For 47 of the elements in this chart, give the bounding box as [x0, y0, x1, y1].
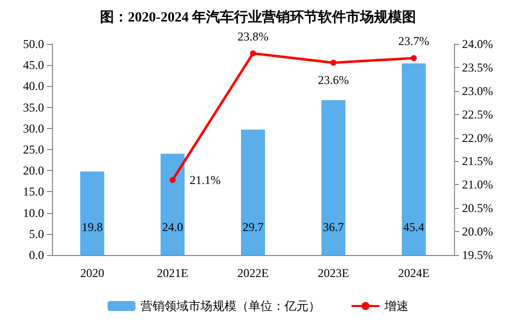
y2-tick-label: 23.0%: [462, 84, 493, 98]
legend-label: 营销领域市场规模（单位：亿元）: [140, 299, 320, 313]
bar: [321, 100, 346, 255]
data-label: 23.7%: [398, 34, 430, 48]
data-label: 24.0: [162, 220, 184, 234]
point: [330, 60, 336, 66]
bar: [402, 63, 426, 255]
point: [410, 55, 417, 62]
y-tick-label: 40.0: [23, 79, 44, 94]
y2-tick-label: 22.5%: [462, 107, 493, 122]
y-tick-label: 30.0: [23, 121, 44, 136]
legend-label: 增速: [384, 299, 408, 313]
point: [170, 176, 176, 183]
y-tick-label: 5.0: [29, 226, 44, 241]
x-tick-label: 2024E: [398, 266, 430, 280]
y-tick-label: 15.0: [23, 184, 44, 199]
y2-tick-label: 21.5%: [462, 154, 493, 168]
point: [250, 50, 256, 56]
bar: [241, 130, 265, 255]
x-tick-label: 2021E: [156, 266, 188, 280]
y2-tick-label: 20.5%: [462, 201, 493, 216]
data-label: 23.8%: [238, 29, 268, 44]
data-label: 21.1%: [190, 172, 221, 187]
y-tick-label: 0.0: [29, 248, 44, 262]
y-tick-label: 35.0: [23, 100, 44, 114]
chart-title: 图：2020-2024 年汽车行业营销环节软件市场规模图: [100, 8, 416, 26]
y2-tick-label: 20.0%: [462, 224, 493, 239]
bar: [80, 171, 104, 255]
y2-tick-label: 22.0%: [462, 130, 493, 145]
y-tick-label: 25.0: [23, 142, 44, 156]
y-tick-label: 20.0: [23, 164, 44, 178]
y2-tick-label: 21.0%: [462, 178, 493, 192]
y-tick-label: 45.0: [23, 58, 44, 72]
data-label: 36.7: [322, 220, 344, 234]
y2-tick-label: 23.5%: [462, 60, 493, 74]
x-tick-label: 2023E: [318, 266, 350, 280]
data-label: 29.7: [242, 220, 264, 234]
data-label: 23.6%: [318, 72, 349, 87]
data-label: 19.8: [82, 220, 103, 234]
y-tick-label: 50.0: [23, 37, 44, 51]
x-tick-label: 2022E: [237, 266, 269, 280]
bar: [160, 154, 185, 255]
y2-tick-label: 19.5%: [462, 248, 493, 262]
y2-tick-label: 24.0%: [462, 37, 493, 51]
y-tick-label: 10.0: [23, 206, 44, 220]
x-tick-label: 2020: [80, 266, 104, 280]
data-label: 45.4: [403, 220, 424, 234]
